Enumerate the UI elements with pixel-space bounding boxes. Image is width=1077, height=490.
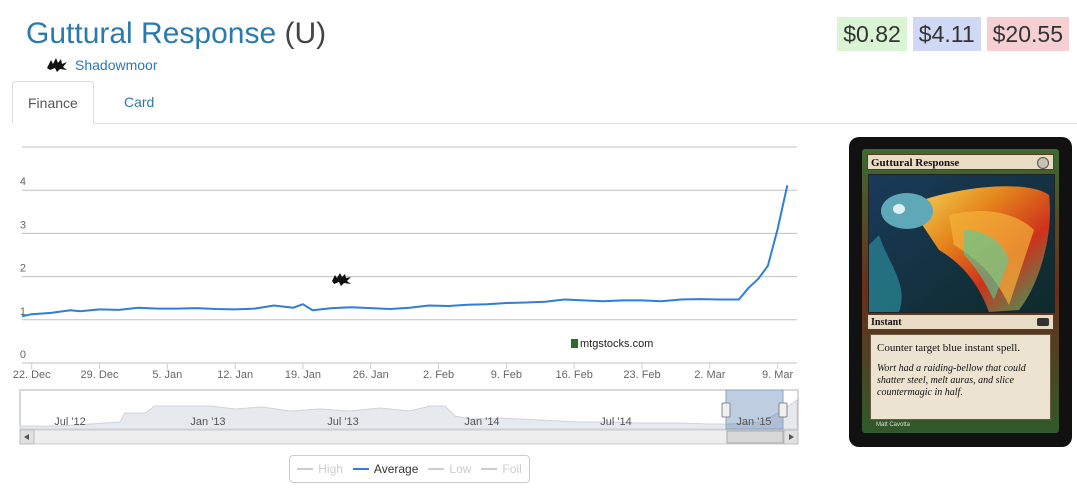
navigator-tick-label: Jul '13: [327, 416, 358, 428]
high-price-badge: $20.55: [986, 17, 1069, 51]
arrow-left-icon: [24, 434, 29, 440]
legend-label-low: Low: [449, 462, 472, 476]
legend-item-low[interactable]: Low: [428, 462, 471, 476]
card-name[interactable]: Guttural Response: [26, 17, 277, 50]
y-tick-label: 1: [20, 306, 26, 318]
tab-card[interactable]: Card: [124, 94, 155, 110]
set-row: Shadowmoor: [46, 55, 158, 75]
mtgstocks-logo-icon: [571, 339, 578, 348]
navigator-tick-label: Jan '14: [464, 416, 499, 428]
x-tick-label: 22. Dec: [13, 369, 51, 381]
card-artwork: [869, 175, 1054, 312]
navigator-tick-label: Jan '15: [736, 416, 771, 428]
x-tick-label: 5. Jan: [152, 369, 182, 381]
x-tick-label: 23. Feb: [623, 369, 660, 381]
card-border: Guttural Response: [862, 149, 1059, 433]
card-rarity: (U): [284, 17, 327, 50]
x-tick-label: 16. Feb: [556, 369, 593, 381]
legend-line-low: [428, 468, 445, 470]
x-tick-label: 9. Feb: [491, 369, 522, 381]
card-rules-text: Counter target blue instant spell.: [877, 342, 1021, 354]
card-artist: Matt Cavotta: [876, 422, 911, 428]
card-image-type: Instant: [871, 317, 902, 328]
series-line-average: [21, 185, 789, 318]
navigator-handle-right[interactable]: [778, 402, 788, 418]
tab-finance[interactable]: Finance: [12, 81, 94, 124]
y-tick-label: 2: [20, 263, 26, 275]
navigator-tick-label: Jul '14: [600, 416, 631, 428]
chart-legend: High Average Low Foil: [289, 455, 530, 483]
x-tick-label: 2. Feb: [423, 369, 454, 381]
y-tick-label: 4: [20, 176, 26, 188]
price-chart: 0 1 2 3 4 22. Dec 29. Dec 5. Jan 12. Jan 19. Jan 2…: [13, 146, 799, 445]
set-name-link[interactable]: Shadowmoor: [75, 57, 158, 73]
x-tick-label: 12. Jan: [217, 369, 253, 381]
set-release-marker-icon[interactable]: [332, 273, 351, 286]
low-price-badge: $0.82: [837, 17, 907, 51]
average-price-badge: $4.11: [912, 17, 981, 51]
card-flavor-text: Wort had a raiding-bellow that could sha…: [877, 363, 1026, 398]
card-image: Guttural Response: [849, 137, 1072, 447]
navigator-series: [19, 399, 798, 430]
card-title: Guttural Response (U): [26, 14, 326, 54]
x-tick-label: 2. Mar: [694, 369, 726, 381]
x-tick-label: 9. Mar: [762, 369, 794, 381]
card-image-type-bar: Instant: [867, 314, 1054, 330]
y-tick-label: 3: [20, 219, 26, 231]
arrow-right-icon: [789, 434, 794, 440]
card-set-symbol-icon: [1037, 318, 1049, 326]
legend-line-average: [352, 468, 369, 470]
legend-label-high: High: [318, 462, 343, 476]
legend-item-high[interactable]: High: [297, 462, 343, 476]
card-image-title-bar: Guttural Response: [867, 154, 1054, 170]
navigator-selection[interactable]: [725, 389, 784, 430]
legend-item-average[interactable]: Average: [352, 462, 419, 476]
scrollbar-track[interactable]: [19, 429, 799, 445]
shadowmoor-set-icon: [47, 58, 67, 72]
card-image-title: Guttural Response: [871, 157, 960, 169]
mana-symbol-icon: [1037, 157, 1049, 169]
navigator-tick-label: Jul '12: [54, 416, 85, 428]
navigator-handle-left[interactable]: [721, 402, 731, 418]
tab-bar: Finance Card: [12, 81, 1077, 124]
card-text-box: Counter target blue instant spell. Wort …: [870, 334, 1051, 420]
scrollbar-thumb[interactable]: [726, 430, 784, 444]
legend-label-average: Average: [373, 462, 419, 476]
watermark: mtgstocks.com: [580, 338, 653, 350]
legend-line-foil: [481, 468, 498, 470]
legend-item-foil[interactable]: Foil: [481, 462, 522, 476]
x-tick-label: 29. Dec: [81, 369, 119, 381]
price-badges: $0.82 $4.11 $20.55: [837, 17, 1069, 51]
navigator-tick-label: Jan '13: [190, 416, 225, 428]
legend-line-high: [297, 468, 314, 470]
legend-label-foil: Foil: [502, 462, 522, 476]
y-tick-label: 0: [20, 349, 26, 361]
x-tick-label: 19. Jan: [285, 369, 321, 381]
card-art: [868, 174, 1055, 313]
x-tick-label: 26. Jan: [353, 369, 389, 381]
